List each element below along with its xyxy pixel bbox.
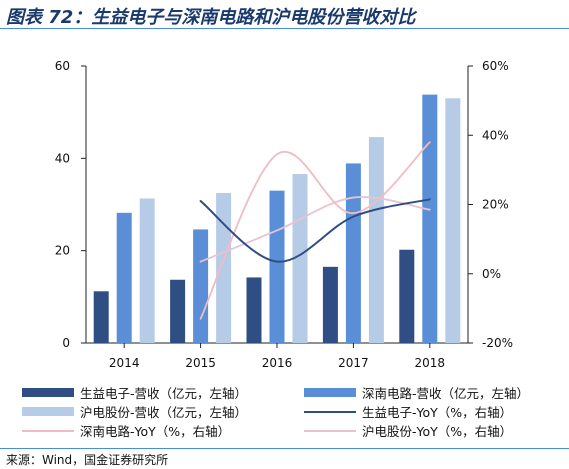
- x-tick-label: 2018: [415, 356, 446, 370]
- y-right-tick-label: 20%: [482, 198, 509, 212]
- y-right-tick-label: 0%: [482, 267, 501, 281]
- bar-hudian-revenue: [216, 192, 232, 343]
- legend-label: 生益电子-营收（亿元，左轴）: [80, 386, 248, 401]
- y-left-tick-label: 60: [55, 59, 70, 73]
- legend-swatch-hudian-yoy: [304, 429, 356, 432]
- legend-item-shennan-yoy: 深南电路-YoY（%，右轴）: [22, 421, 230, 440]
- line-shennan-yoy: [199, 141, 431, 320]
- legend-label: 生益电子-YoY（%，右轴）: [362, 405, 513, 420]
- x-tick-label: 2014: [109, 356, 140, 370]
- x-tick-label: 2015: [185, 356, 216, 370]
- bar-hudian-revenue: [445, 98, 461, 343]
- title-divider: [0, 28, 569, 29]
- legend-label: 深南电路-营收（亿元，左轴）: [362, 386, 530, 401]
- bar-shengyi-revenue: [399, 249, 415, 343]
- bar-shengyi-revenue: [246, 277, 262, 343]
- y-right-tick-label: 40%: [482, 128, 509, 142]
- chart-title: 图表 72：生益电子与深南电路和沪电股份营收对比: [6, 7, 416, 28]
- legend-label: 沪电股份-营收（亿元，左轴）: [80, 405, 248, 420]
- y-right-tick-label: -20%: [482, 336, 513, 350]
- y-left-tick-label: 40: [55, 151, 70, 165]
- x-tick-label: 2017: [338, 356, 369, 370]
- bar-shennan-revenue: [116, 212, 132, 343]
- bar-shennan-revenue: [193, 229, 209, 343]
- x-tick-label: 2016: [262, 356, 293, 370]
- legend-swatch-shengyi-revenue: [22, 388, 74, 397]
- y-right-tick-label: 60%: [482, 59, 509, 73]
- legend-item-shennan-revenue: 深南电路-营收（亿元，左轴）: [304, 383, 529, 402]
- legend-swatch-shennan-yoy: [22, 429, 74, 432]
- y-left-tick-label: 0: [62, 336, 70, 350]
- legend-label: 深南电路-YoY（%，右轴）: [80, 424, 231, 439]
- y-left-tick-label: 20: [55, 244, 70, 258]
- legend-item-hudian-yoy: 沪电股份-YoY（%，右轴）: [304, 421, 512, 440]
- legend-label: 沪电股份-YoY（%，右轴）: [362, 424, 513, 439]
- source-divider: [0, 448, 569, 449]
- source-note: 来源：Wind，国金证券研究所: [6, 453, 169, 467]
- line-shengyi-yoy: [199, 198, 431, 263]
- bar-shennan-revenue: [269, 190, 285, 343]
- bar-shennan-revenue: [345, 163, 361, 343]
- legend-item-shengyi-revenue: 生益电子-营收（亿元，左轴）: [22, 383, 247, 402]
- bar-hudian-revenue: [368, 137, 384, 343]
- bar-shennan-revenue: [422, 94, 438, 343]
- legend-item-hudian-revenue: 沪电股份-营收（亿元，左轴）: [22, 402, 247, 421]
- bar-hudian-revenue: [139, 198, 155, 343]
- bar-shengyi-revenue: [170, 279, 186, 343]
- legend-swatch-shengyi-yoy: [304, 410, 356, 413]
- combo-chart: 0 20 40 60 -20% 0% 20% 40% 60% 2014 2015 2016 2017 20…: [55, 59, 513, 370]
- bar-shengyi-revenue: [322, 266, 338, 343]
- legend-swatch-shennan-revenue: [304, 388, 356, 397]
- legend-item-shengyi-yoy: 生益电子-YoY（%，右轴）: [304, 402, 512, 421]
- legend-swatch-hudian-revenue: [22, 407, 74, 416]
- bar-shengyi-revenue: [93, 291, 109, 343]
- line-hudian-yoy: [199, 196, 431, 263]
